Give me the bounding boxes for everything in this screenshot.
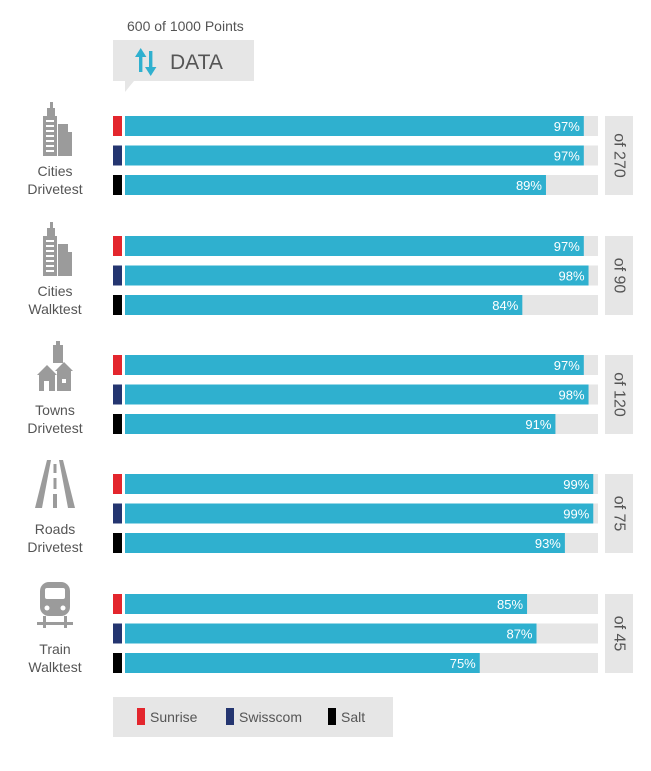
operator-marker <box>113 594 122 614</box>
bar-value-label: 97% <box>554 149 580 164</box>
operator-marker <box>113 236 122 256</box>
total-label: of 120 <box>611 372 628 417</box>
group-name-line: Walktest <box>28 301 81 317</box>
bar <box>125 474 594 494</box>
city-buildings-icon <box>43 222 72 276</box>
total-box <box>605 474 633 553</box>
bar <box>125 414 556 434</box>
operator-marker <box>113 503 122 524</box>
train-icon <box>37 582 73 628</box>
town-houses-icon <box>37 341 73 391</box>
total-box <box>605 116 633 195</box>
bar-value-label: 99% <box>563 477 589 492</box>
total-label: of 75 <box>611 496 628 532</box>
group-name-line: Drivetest <box>27 181 82 197</box>
bar <box>125 384 589 405</box>
group-name-line: Roads <box>35 521 75 537</box>
operator-marker <box>113 175 122 195</box>
bar <box>125 145 584 166</box>
bar-group: Cities Drivetest 97% 97% 89% of 270 <box>27 102 633 197</box>
total-label: of 45 <box>611 616 628 652</box>
total-box <box>605 355 633 434</box>
operator-marker <box>113 474 122 494</box>
bar <box>125 295 523 315</box>
bar-value-label: 87% <box>506 627 532 642</box>
points-label: 600 of 1000 Points <box>127 18 244 34</box>
legend: Sunrise Swisscom Salt <box>113 697 393 737</box>
bar-group: Train Walktest 85% 87% 75% of 45 <box>28 582 633 675</box>
operator-marker <box>113 414 122 434</box>
bar-value-label: 98% <box>559 269 585 284</box>
bar <box>125 355 584 375</box>
operator-marker <box>113 384 122 405</box>
total-box <box>605 236 633 315</box>
operator-marker <box>113 355 122 375</box>
bar-value-label: 98% <box>559 388 585 403</box>
bar <box>125 236 584 256</box>
operator-marker <box>113 116 122 136</box>
legend-label: Sunrise <box>150 709 198 725</box>
bar <box>125 116 584 136</box>
bar-group: Cities Walktest 97% 98% 84% of 90 <box>28 222 633 317</box>
legend-background <box>113 697 393 737</box>
data-category-tab <box>113 40 254 92</box>
data-category-label: DATA <box>170 51 223 74</box>
group-name-line: Cities <box>37 283 72 299</box>
bar-groups: Cities Drivetest 97% 97% 89% of 270 Cities Walk… <box>27 102 633 675</box>
legend-swatch <box>226 708 234 725</box>
total-box <box>605 594 633 673</box>
bar-value-label: 75% <box>450 656 476 671</box>
bar-value-label: 84% <box>492 298 518 313</box>
operator-marker <box>113 295 122 315</box>
legend-label: Salt <box>341 709 365 725</box>
group-name-line: Train <box>39 641 70 657</box>
bar <box>125 623 537 644</box>
bar <box>125 594 528 614</box>
legend-label: Swisscom <box>239 709 302 725</box>
group-name-line: Drivetest <box>27 420 82 436</box>
bar-value-label: 89% <box>516 178 542 193</box>
bar <box>125 265 589 286</box>
road-icon <box>35 460 75 508</box>
bar-value-label: 85% <box>497 597 523 612</box>
up-down-arrows-icon <box>135 48 157 76</box>
legend-swatch <box>137 708 145 725</box>
bar-value-label: 97% <box>554 358 580 373</box>
bar <box>125 175 546 195</box>
bar-group: Towns Drivetest 97% 98% 91% of 120 <box>27 341 633 436</box>
bar-value-label: 97% <box>554 239 580 254</box>
bar-value-label: 93% <box>535 536 561 551</box>
total-label: of 270 <box>611 133 628 178</box>
bar-value-label: 91% <box>525 417 551 432</box>
operator-marker <box>113 653 122 673</box>
operator-marker <box>113 623 122 644</box>
city-buildings-icon <box>43 102 72 156</box>
operator-marker <box>113 145 122 166</box>
total-label: of 90 <box>611 258 628 294</box>
bar <box>125 503 594 524</box>
legend-swatch <box>328 708 336 725</box>
bar-value-label: 97% <box>554 119 580 134</box>
operator-marker <box>113 265 122 286</box>
bar <box>125 653 480 673</box>
operator-marker <box>113 533 122 553</box>
bar <box>125 533 565 553</box>
group-name-line: Towns <box>35 402 75 418</box>
group-name-line: Walktest <box>28 659 81 675</box>
group-name-line: Drivetest <box>27 539 82 555</box>
bar-value-label: 99% <box>563 507 589 522</box>
group-name-line: Cities <box>37 163 72 179</box>
